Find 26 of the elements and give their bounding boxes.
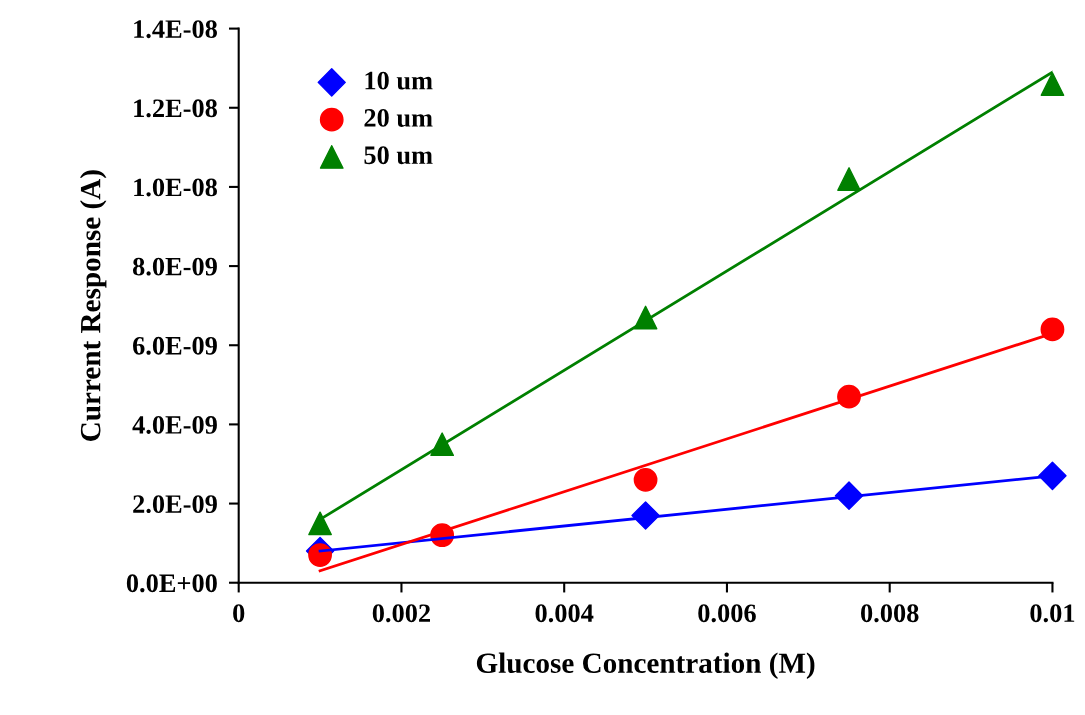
- y-tick-label: 1.0E-08: [134, 178, 217, 197]
- y-tick-label: 8.0E-09: [132, 257, 217, 276]
- x-tick-label: 0.002: [372, 604, 430, 623]
- x-tick-label: 0: [233, 604, 245, 623]
- x-tick-label: 0.01: [1030, 604, 1075, 623]
- y-tick-label: 1.4E-08: [134, 20, 217, 39]
- x-tick-label: 0.004: [535, 604, 594, 623]
- y-tick-label: 0.0E+00: [126, 574, 217, 593]
- x-axis-title: Glucose Concentration (M): [476, 652, 815, 679]
- point: [837, 167, 861, 191]
- point: [1038, 461, 1067, 491]
- y-tick-label: 1.2E-08: [134, 99, 217, 118]
- point: [308, 543, 332, 567]
- y-axis-title: Current Response (A): [79, 170, 107, 441]
- legend-label: 10 um: [365, 71, 433, 90]
- legend-label: 20 um: [364, 109, 433, 127]
- point: [633, 467, 658, 492]
- x-tick-label: 0.006: [698, 604, 756, 623]
- x-tick-label: 0.008: [861, 604, 919, 623]
- legend-label: 50 um: [364, 146, 433, 165]
- point: [308, 511, 332, 536]
- point: [1040, 72, 1065, 96]
- y-tick-label: 4.0E-09: [132, 416, 217, 434]
- point: [1040, 317, 1065, 342]
- y-tick-label: 6.0E-09: [133, 336, 217, 355]
- y-tick-label: 2.0E-09: [133, 495, 217, 514]
